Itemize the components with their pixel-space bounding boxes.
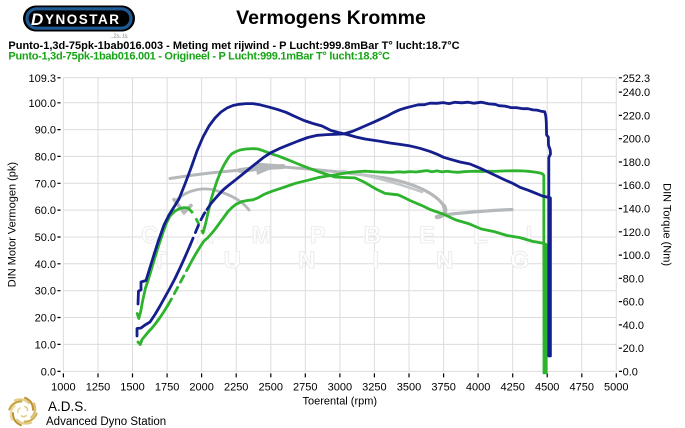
svg-text:140.0: 140.0 — [623, 204, 651, 216]
svg-text:1500: 1500 — [120, 382, 144, 394]
svg-text:Punto-1,3d-75pk-1bab016.001 -: Punto-1,3d-75pk-1bab016.001 - Origineel … — [8, 51, 390, 63]
svg-text:30.0: 30.0 — [35, 286, 56, 298]
svg-text:2250: 2250 — [224, 382, 248, 394]
svg-text:40.0: 40.0 — [623, 320, 644, 332]
svg-text:4500: 4500 — [535, 382, 559, 394]
svg-text:A.D.S.: A.D.S. — [48, 399, 87, 414]
svg-text:10.0: 10.0 — [35, 339, 56, 351]
svg-text:5000: 5000 — [604, 382, 628, 394]
svg-text:4250: 4250 — [500, 382, 524, 394]
svg-text:1250: 1250 — [86, 382, 110, 394]
svg-text:Toerental (rpm): Toerental (rpm) — [303, 396, 378, 408]
svg-text:3750: 3750 — [431, 382, 455, 394]
svg-text:50.0: 50.0 — [35, 232, 56, 244]
svg-text:2750: 2750 — [293, 382, 317, 394]
svg-text:2500: 2500 — [259, 382, 283, 394]
svg-text:240.0: 240.0 — [623, 87, 651, 99]
svg-text:0.0: 0.0 — [41, 366, 56, 378]
svg-text:80.0: 80.0 — [623, 273, 644, 285]
svg-text:DIN Torque (Nm): DIN Torque (Nm) — [661, 183, 673, 266]
svg-text:1750: 1750 — [155, 382, 179, 394]
svg-text:3500: 3500 — [397, 382, 421, 394]
svg-text:D: D — [31, 10, 43, 29]
svg-text:100.0: 100.0 — [623, 250, 651, 262]
svg-text:Advanced Dyno Station: Advanced Dyno Station — [46, 416, 166, 428]
svg-text:20.0: 20.0 — [35, 313, 56, 325]
svg-text:2000: 2000 — [189, 382, 213, 394]
svg-text:TUNING: TUNING — [152, 247, 586, 274]
svg-text:70.0: 70.0 — [35, 178, 56, 190]
svg-text:40.0: 40.0 — [35, 259, 56, 271]
svg-text:180.0: 180.0 — [623, 157, 651, 169]
svg-text:DIN Motor Vermogen (pk): DIN Motor Vermogen (pk) — [7, 162, 19, 287]
svg-text:..2s..ts: ..2s..ts — [110, 34, 128, 40]
svg-text:80.0: 80.0 — [35, 151, 56, 163]
svg-text:Punto-1,3d-75pk-1bab016.003 -: Punto-1,3d-75pk-1bab016.003 - Meting met… — [8, 40, 459, 52]
svg-text:1000: 1000 — [51, 382, 75, 394]
svg-text:YNOSTAR: YNOSTAR — [45, 12, 121, 27]
svg-text:60.0: 60.0 — [623, 297, 644, 309]
svg-text:3250: 3250 — [362, 382, 386, 394]
svg-text:20.0: 20.0 — [623, 343, 644, 355]
svg-text:Vermogens Kromme: Vermogens Kromme — [236, 7, 426, 29]
svg-text:252.3: 252.3 — [623, 73, 651, 85]
svg-text:109.3: 109.3 — [28, 73, 56, 85]
svg-text:3000: 3000 — [328, 382, 352, 394]
svg-text:200.0: 200.0 — [623, 134, 651, 146]
svg-text:120.0: 120.0 — [623, 227, 651, 239]
svg-text:220.0: 220.0 — [623, 110, 651, 122]
svg-text:160.0: 160.0 — [623, 180, 651, 192]
svg-text:90.0: 90.0 — [35, 125, 56, 137]
svg-text:60.0: 60.0 — [35, 205, 56, 217]
svg-text:0.0: 0.0 — [623, 366, 638, 378]
svg-text:4750: 4750 — [570, 382, 594, 394]
svg-text:4000: 4000 — [466, 382, 490, 394]
svg-text:100.0: 100.0 — [28, 98, 56, 110]
